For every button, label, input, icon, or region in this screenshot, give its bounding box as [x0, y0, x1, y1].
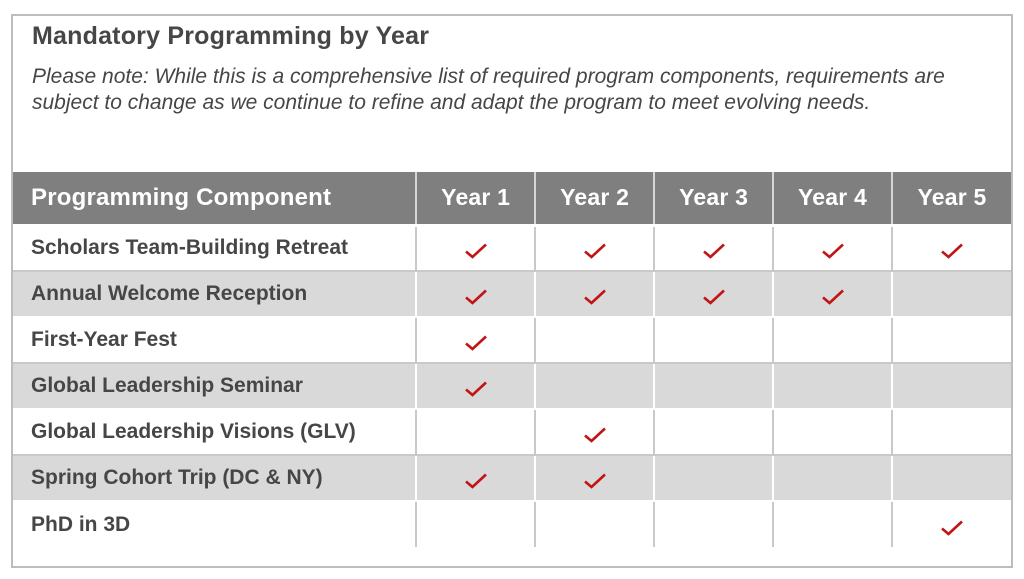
empty-cell-year-2: [534, 316, 656, 364]
empty-cell-year-4: [772, 408, 894, 456]
component-cell: Global Leadership Seminar: [13, 362, 418, 410]
check-cell-year-4: [772, 270, 894, 318]
empty-cell-year-4: [772, 316, 894, 364]
empty-cell-year-5: [891, 316, 1011, 364]
check-cell-year-1: [415, 362, 537, 410]
check-cell-year-3: [653, 225, 775, 272]
empty-cell-year-5: [891, 408, 1011, 456]
check-cell-year-1: [415, 454, 537, 502]
checkmark-icon: [464, 381, 487, 397]
table-row: Global Leadership Seminar: [13, 362, 1011, 410]
empty-cell-year-2: [534, 500, 656, 547]
disclaimer-note: Please note: While this is a comprehensi…: [32, 65, 945, 114]
table-body: Scholars Team-Building Retreat Annual Wel…: [13, 225, 1011, 547]
check-cell-year-2: [534, 408, 656, 456]
check-cell-year-2: [534, 225, 656, 272]
checkmark-icon: [941, 520, 963, 536]
empty-cell-year-3: [653, 362, 775, 410]
empty-cell-year-3: [653, 500, 775, 547]
column-header-component: Programming Component: [13, 172, 417, 227]
empty-cell-year-5: [891, 362, 1011, 410]
empty-cell-year-2: [534, 362, 656, 410]
check-cell-year-4: [772, 225, 894, 272]
empty-cell-year-5: [891, 270, 1011, 318]
checkmark-icon: [583, 473, 606, 489]
column-header-year-5: Year 5: [891, 172, 1011, 227]
column-header-year-1: Year 1: [415, 172, 536, 227]
checkmark-icon: [464, 335, 487, 351]
checkmark-icon: [821, 289, 844, 305]
table-row: PhD in 3D: [13, 500, 1011, 547]
component-cell: First-Year Fest: [13, 316, 418, 364]
checkmark-icon: [702, 243, 725, 259]
component-cell: Annual Welcome Reception: [13, 270, 418, 318]
component-cell: Spring Cohort Trip (DC & NY): [13, 454, 418, 502]
column-header-year-3: Year 3: [653, 172, 774, 227]
checkmark-icon: [583, 243, 606, 259]
checkmark-icon: [941, 243, 963, 259]
empty-cell-year-5: [891, 454, 1011, 502]
empty-cell-year-3: [653, 316, 775, 364]
checkmark-icon: [583, 289, 606, 305]
empty-cell-year-4: [772, 454, 894, 502]
component-cell: Global Leadership Visions (GLV): [13, 408, 418, 456]
checkmark-icon: [821, 243, 844, 259]
table-row: Global Leadership Visions (GLV): [13, 408, 1011, 456]
check-cell-year-1: [415, 270, 537, 318]
empty-cell-year-1: [415, 500, 537, 547]
check-cell-year-5: [891, 225, 1011, 272]
empty-cell-year-3: [653, 408, 775, 456]
table-row: Annual Welcome Reception: [13, 270, 1011, 318]
document-card: Mandatory Programming by Year Please not…: [11, 14, 1013, 568]
check-cell-year-2: [534, 270, 656, 318]
page-title: Mandatory Programming by Year: [32, 22, 430, 50]
empty-cell-year-1: [415, 408, 537, 456]
check-cell-year-1: [415, 225, 537, 272]
empty-cell-year-4: [772, 500, 894, 547]
empty-cell-year-4: [772, 362, 894, 410]
table-row: Spring Cohort Trip (DC & NY): [13, 454, 1011, 502]
column-header-year-4: Year 4: [772, 172, 893, 227]
table-row: Scholars Team-Building Retreat: [13, 225, 1011, 272]
checkmark-icon: [464, 243, 487, 259]
check-cell-year-1: [415, 316, 537, 364]
table-row: First-Year Fest: [13, 316, 1011, 364]
check-cell-year-2: [534, 454, 656, 502]
component-cell: PhD in 3D: [13, 500, 418, 547]
component-cell: Scholars Team-Building Retreat: [13, 225, 418, 272]
checkmark-icon: [583, 427, 606, 443]
column-header-year-2: Year 2: [534, 172, 655, 227]
checkmark-icon: [702, 289, 725, 305]
checkmark-icon: [464, 473, 487, 489]
check-cell-year-5: [891, 500, 1011, 547]
check-cell-year-3: [653, 270, 775, 318]
checkmark-icon: [464, 289, 487, 305]
empty-cell-year-3: [653, 454, 775, 502]
